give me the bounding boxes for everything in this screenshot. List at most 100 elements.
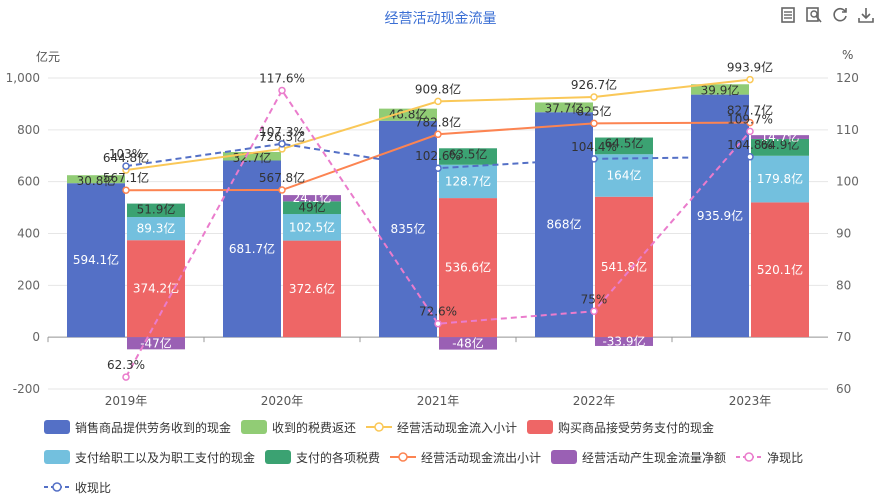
outflow-bar[interactable] — [283, 240, 341, 338]
left-tick-label: 400 — [17, 227, 40, 241]
legend-item[interactable]: 支付给职工以及为职工支付的现金 — [44, 446, 255, 468]
line-point[interactable] — [122, 186, 130, 194]
line-label: 117.6% — [259, 71, 305, 85]
line-point[interactable] — [434, 164, 442, 172]
x-tick-label: 2022年 — [573, 394, 616, 408]
legend-label: 购买商品接受劳务支付的现金 — [558, 420, 715, 435]
net-cashflow-bar[interactable] — [283, 195, 341, 202]
left-tick-label: -200 — [13, 382, 40, 396]
legend-item[interactable]: 经营活动现金流出小计 — [390, 446, 541, 468]
legend-item[interactable]: 购买商品接受劳务支付的现金 — [527, 416, 714, 438]
outflow-bar[interactable] — [283, 214, 341, 241]
legend-item[interactable]: 收到的税费返还 — [241, 416, 356, 438]
bar-label: 541.8亿 — [601, 259, 647, 274]
line-label: 104.8% — [727, 138, 773, 152]
net-bar-label: 14.7亿 — [761, 129, 800, 144]
net-cashflow-bar[interactable] — [751, 135, 809, 139]
legend-label: 销售商品提供劳务收到的现金 — [75, 420, 232, 435]
line-point[interactable] — [122, 162, 130, 170]
net-cashflow-bar[interactable] — [127, 337, 185, 350]
series-line — [125, 88, 751, 378]
net-bar-label: -47亿 — [140, 335, 172, 350]
bar-label: 51.9亿 — [137, 202, 176, 217]
restore-icon[interactable] — [831, 6, 849, 24]
inflow-bar[interactable] — [535, 112, 593, 338]
line-point[interactable] — [278, 140, 286, 148]
line-point[interactable] — [278, 86, 286, 95]
line-point[interactable] — [278, 186, 286, 194]
legend-item[interactable]: 经营活动产生现金流量净额 — [551, 446, 726, 468]
inflow-bar[interactable] — [691, 94, 749, 338]
legend-row: 销售商品提供劳务收到的现金 收到的税费返还 经营活动现金流入小计 购买商品接受劳务支付… — [44, 412, 864, 442]
line-point[interactable] — [746, 127, 754, 136]
line-point[interactable] — [746, 75, 754, 84]
line-label: 103% — [109, 147, 143, 161]
download-icon[interactable] — [857, 6, 875, 24]
legend-label: 收到的税费返还 — [272, 420, 357, 435]
line-label: 75% — [581, 292, 608, 306]
line-point[interactable] — [746, 153, 754, 161]
outflow-bar[interactable] — [439, 198, 497, 338]
line-point[interactable] — [590, 155, 598, 163]
legend-item[interactable]: 净现比 — [736, 446, 803, 468]
outflow-bar[interactable] — [127, 217, 185, 241]
line-point[interactable] — [746, 118, 754, 127]
bar-label: 594.1亿 — [73, 252, 119, 267]
outflow-bar[interactable] — [283, 201, 341, 215]
legend-swatch-icon — [241, 420, 268, 434]
legend-swatch-icon — [551, 450, 578, 464]
line-point[interactable] — [590, 119, 598, 128]
bar-label: 63.5亿 — [449, 146, 488, 161]
x-tick-label: 2023年 — [729, 394, 772, 408]
outflow-bar[interactable] — [751, 155, 809, 203]
outflow-bar[interactable] — [439, 148, 497, 165]
legend-item[interactable]: 销售商品提供劳务收到的现金 — [44, 416, 231, 438]
legend-line-icon — [366, 422, 393, 432]
outflow-bar[interactable] — [751, 138, 809, 156]
line-point[interactable] — [122, 373, 130, 381]
legend-item[interactable]: 支付的各项税费 — [265, 446, 380, 468]
outflow-bar[interactable] — [127, 203, 185, 218]
inflow-bar[interactable] — [535, 102, 593, 113]
line-label: 827.7亿 — [727, 103, 773, 118]
inflow-bar[interactable] — [67, 183, 125, 338]
bar-label: 89.3亿 — [137, 221, 176, 236]
legend-label: 支付给职工以及为职工支付的现金 — [75, 450, 256, 465]
line-label: 726.3亿 — [259, 129, 305, 144]
bar-label: 128.7亿 — [445, 173, 491, 188]
line-label: 567.1亿 — [103, 170, 149, 185]
line-label: 782.8亿 — [415, 114, 461, 129]
legend-label: 经营活动产生现金流量净额 — [582, 450, 727, 465]
outflow-bar[interactable] — [439, 164, 497, 199]
line-point[interactable] — [434, 97, 442, 106]
inflow-bar[interactable] — [379, 108, 437, 121]
legend-item[interactable]: 经营活动现金流入小计 — [366, 416, 517, 438]
line-point[interactable] — [434, 130, 442, 139]
inflow-bar[interactable] — [379, 120, 437, 338]
data-view-icon[interactable] — [779, 6, 797, 24]
bar-label: 935.9亿 — [697, 208, 743, 223]
line-point[interactable] — [590, 307, 598, 315]
net-cashflow-bar[interactable] — [439, 337, 497, 350]
outflow-bar[interactable] — [595, 196, 653, 338]
bar-label: 30.8亿 — [77, 173, 116, 188]
zoom-icon[interactable] — [805, 6, 823, 24]
bar-label: 374.2亿 — [133, 281, 179, 296]
line-label: 107.3% — [259, 125, 305, 139]
legend-item[interactable]: 收现比 — [44, 476, 111, 498]
legend-line-icon — [44, 482, 70, 492]
right-tick-label: 60 — [836, 382, 851, 396]
net-cashflow-bar[interactable] — [595, 337, 653, 346]
inflow-bar[interactable] — [67, 175, 125, 184]
x-tick-label: 2019年 — [105, 394, 148, 408]
net-bar-label: -33.9亿 — [602, 334, 645, 349]
outflow-bar[interactable] — [595, 154, 653, 197]
inflow-bar[interactable] — [691, 84, 749, 95]
right-tick-label: 100 — [836, 175, 859, 189]
left-tick-label: 600 — [17, 175, 40, 189]
inflow-bar[interactable] — [223, 152, 281, 161]
line-point[interactable] — [590, 93, 598, 101]
line-point[interactable] — [434, 319, 442, 328]
outflow-bar[interactable] — [751, 202, 809, 338]
outflow-bar[interactable] — [595, 137, 653, 155]
